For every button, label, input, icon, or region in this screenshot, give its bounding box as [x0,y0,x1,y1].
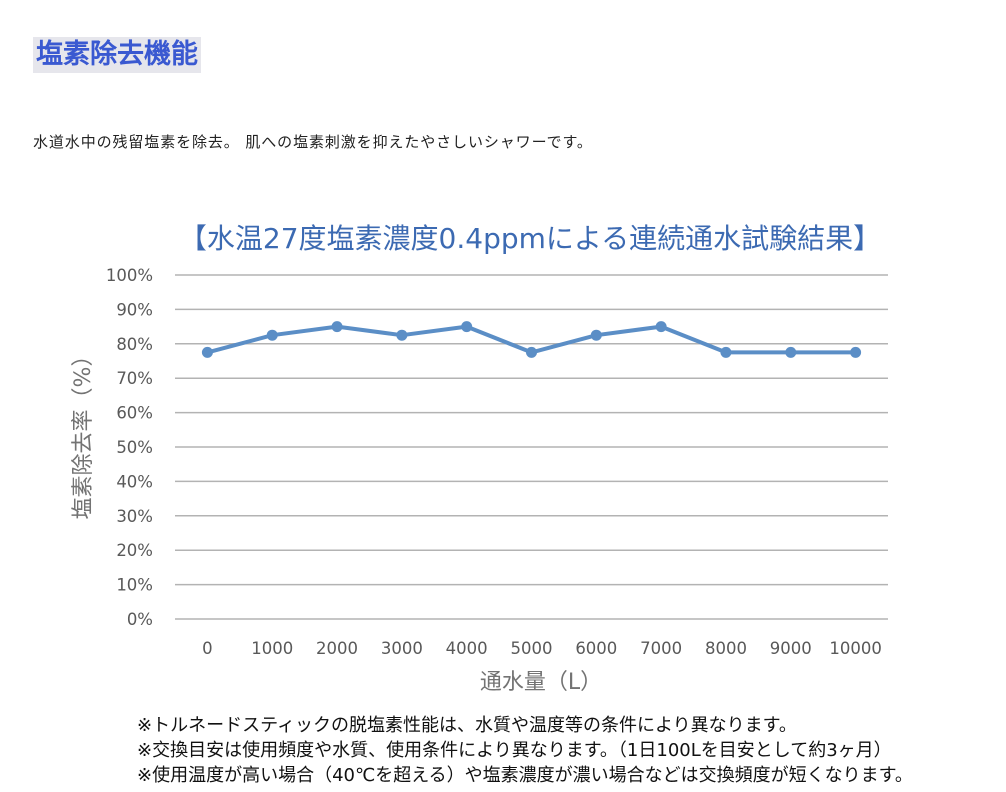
x-tick-label: 7000 [640,639,682,658]
data-point [201,346,213,358]
x-tick-label: 9000 [770,639,812,658]
x-ticks-group: 0 1000 2000 3000 4000 5000 6000 7000 8000 9000 100… [202,639,882,658]
footnote-performance: ※トルネードスティックの脱塩素性能は、水質や温度等の条件により異なります。 [137,715,797,736]
data-point [655,321,667,333]
x-tick-label: 1000 [251,639,293,658]
x-tick-label: 2000 [316,639,358,658]
y-tick-label: 50% [116,438,153,457]
series-group [201,321,862,358]
x-axis-label: 通水量（L） [480,670,602,695]
y-tick-label: 20% [116,541,153,560]
data-point [526,346,537,358]
y-tick-label: 100% [106,266,153,285]
footnote-temperature: ※使用温度が高い場合（40℃を超える）や塩素濃度が濃い場合などは交換頻度が短くな… [137,765,913,786]
y-tick-label: 70% [116,369,153,388]
footnote-replacement: ※交換目安は使用頻度や水質、使用条件により異なります。（1日100Lを目安として… [137,740,892,761]
x-tick-label: 5000 [511,639,553,658]
gridlines-group: 0% 10% 20% 30% 40% 50% 60% 70% 80% 90% 100% [106,266,888,629]
footnotes: ※トルネードスティックの脱塩素性能は、水質や温度等の条件により異なります。 ※交… [137,713,913,788]
x-tick-label: 0 [202,639,213,658]
chlorine-removal-line-chart: 【水温27度塩素濃度0.4ppmによる連続通水試験結果】 塩素除去率（%） 通水… [71,222,888,695]
data-point [396,329,408,341]
x-tick-label: 4000 [446,639,488,658]
description-text: 水道水中の残留塩素を除去。 肌への塩素刺激を抑えたやさしいシャワーです。 [33,133,593,151]
x-tick-label: 3000 [381,639,423,658]
x-tick-label: 10000 [829,639,882,658]
x-tick-label: 6000 [575,639,617,658]
y-axis-label: 塩素除去率（%） [71,345,96,520]
y-tick-label: 10% [116,576,153,595]
data-point [785,346,797,358]
x-tick-label: 8000 [705,639,747,658]
data-point [720,346,732,358]
data-point [461,321,473,333]
y-tick-label: 0% [127,610,153,629]
chart-title: 【水温27度塩素濃度0.4ppmによる連続通水試験結果】 [179,222,881,255]
data-point [331,321,343,333]
y-tick-label: 40% [116,472,153,491]
page-heading: 塩素除去機能 [33,37,201,73]
y-tick-label: 80% [116,335,153,354]
data-point [590,329,602,341]
data-point [266,329,278,341]
y-tick-label: 90% [116,300,153,319]
y-tick-label: 60% [116,404,153,423]
data-point [850,346,862,358]
y-tick-label: 30% [116,507,153,526]
